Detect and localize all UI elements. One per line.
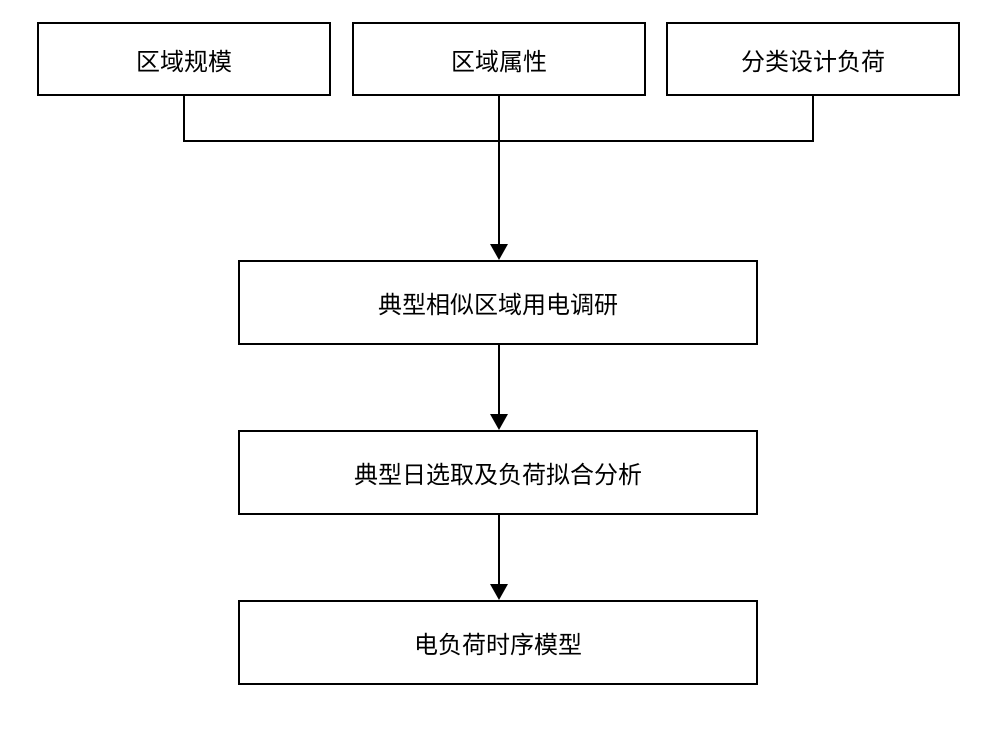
node-category-load: 分类设计负荷 [666,22,960,96]
node-label: 典型相似区域用电调研 [378,285,618,320]
connector-line [498,96,500,142]
node-model: 电负荷时序模型 [238,600,758,685]
node-region-scale: 区域规模 [37,22,331,96]
node-label: 区域属性 [451,42,547,77]
node-label: 分类设计负荷 [741,42,885,77]
node-fit: 典型日选取及负荷拟合分析 [238,430,758,515]
connector-line [498,140,500,244]
node-label: 区域规模 [136,42,232,77]
node-label: 典型日选取及负荷拟合分析 [354,455,642,490]
node-region-attr: 区域属性 [352,22,646,96]
connector-line [183,96,185,142]
connector-line [498,515,500,584]
arrow-icon [490,584,508,600]
arrow-icon [490,244,508,260]
node-survey: 典型相似区域用电调研 [238,260,758,345]
arrow-icon [490,414,508,430]
connector-line [498,345,500,414]
connector-line [812,96,814,142]
node-label: 电负荷时序模型 [414,625,582,660]
